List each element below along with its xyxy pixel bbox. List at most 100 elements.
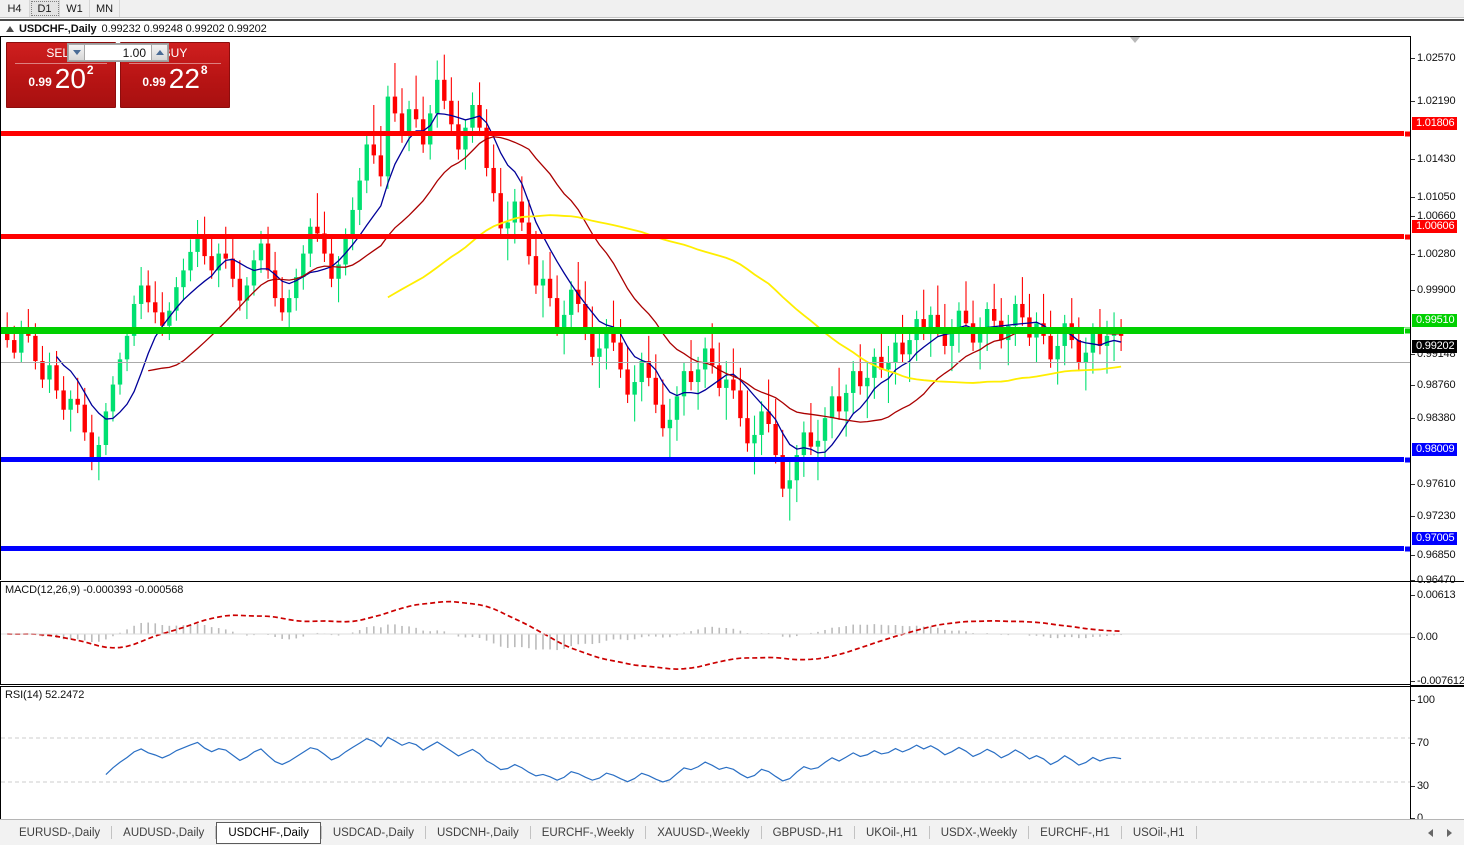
buy-price-prefix: 0.99 [142, 75, 166, 89]
timeframe-w1-label: W1 [66, 2, 83, 15]
rsi-label: RSI(14) 52.2472 [5, 689, 85, 701]
timeframe-d1[interactable]: D1 [30, 0, 60, 17]
price-pane[interactable] [0, 36, 1410, 580]
collapse-triangle-icon[interactable] [6, 25, 14, 32]
tick-dash [1411, 700, 1415, 701]
chart-tab-xauusdweekly[interactable]: XAUUSD-,Weekly [657, 826, 750, 839]
scale-tick: 1.02570 [1411, 52, 1464, 65]
volume-decrease-button[interactable] [68, 44, 85, 61]
volume-increase-button[interactable] [151, 44, 168, 61]
chart-tab-audusddaily[interactable]: AUDUSD-,Daily [123, 826, 205, 839]
tab-divider [111, 826, 113, 839]
tick-dash [1411, 254, 1415, 255]
buy-divider [129, 63, 221, 64]
timeframe-mn[interactable]: MN [90, 0, 121, 17]
tab-divider [928, 826, 930, 839]
level-line-1.01806[interactable] [1, 130, 1410, 137]
price-scale[interactable]: 1.02570 1.02190 1.01430 1.01050 1.00660 [1410, 36, 1464, 824]
chart-tab-ukoilh1[interactable]: UKOil-,H1 [865, 826, 918, 839]
tick-dash [1411, 637, 1415, 638]
chart-tab-gbpusdh1[interactable]: GBPUSD-,H1 [772, 826, 843, 839]
tick-dash [1411, 786, 1415, 787]
tick-dash [1411, 101, 1415, 102]
level-handle[interactable] [1404, 545, 1410, 552]
tick-label: 0.98760 [1417, 379, 1456, 391]
chart-symbol-label: USDCHF-,Daily [19, 22, 97, 35]
chart-tab-usdchfdaily[interactable]: USDCHF-,Daily [216, 821, 321, 844]
scale-tick: 100 [1411, 694, 1464, 707]
tick-label: 0.97230 [1417, 510, 1456, 522]
buy-button[interactable]: BUY 0.99 22 8 [120, 42, 230, 108]
tick-label: 1.01050 [1417, 191, 1456, 203]
scale-tick: 1.01050 [1411, 191, 1464, 204]
tick-dash [1411, 58, 1415, 59]
tab-divider [1195, 826, 1197, 839]
tab-divider [645, 826, 647, 839]
tab-divider [1120, 826, 1122, 839]
chart-tab-bar: EURUSD-,Daily AUDUSD-,Daily USDCHF-,Daily U… [0, 819, 1464, 845]
sell-price-big: 20 [54, 63, 86, 94]
tick-label: 1.01430 [1417, 153, 1456, 165]
price-tag-1.01806[interactable]: 1.01806 [1412, 117, 1458, 130]
level-line-0.98009[interactable] [1, 456, 1410, 463]
tick-dash [1411, 159, 1415, 160]
tick-label: 0.98380 [1417, 412, 1456, 424]
chart-tab-usdcnhdaily[interactable]: USDCNH-,Daily [436, 826, 519, 839]
price-tag-0.99202[interactable]: 0.99202 [1412, 340, 1458, 353]
level-handle[interactable] [1404, 456, 1410, 463]
scale-tick: 1.01430 [1411, 153, 1464, 166]
one-click-trade-panel[interactable]: SELL 0.99 20 2 BUY 0.99 22 8 1.00 [6, 42, 230, 108]
chart-tab-usoilh1[interactable]: USOil-,H1 [1132, 826, 1185, 839]
tick-dash [1411, 197, 1415, 198]
tick-label: -0.007612 [1417, 675, 1464, 687]
level-line-0.97005[interactable] [1, 545, 1410, 552]
chart-tab-usdcaddaily[interactable]: USDCAD-,Daily [332, 826, 414, 839]
tab-scroll-right-icon[interactable] [1447, 828, 1452, 837]
timeframe-h4[interactable]: H4 [0, 0, 30, 17]
scale-tick: 0.96850 [1411, 549, 1464, 562]
tick-dash [1411, 516, 1415, 517]
buy-price-big: 22 [168, 63, 200, 94]
price-tag-0.97005[interactable]: 0.97005 [1412, 532, 1458, 545]
sell-price-sup: 2 [86, 63, 94, 77]
volume-stepper[interactable]: 1.00 [67, 43, 169, 62]
price-tag-1.00606[interactable]: 1.00606 [1412, 220, 1458, 233]
price-tag-0.99510[interactable]: 0.99510 [1412, 314, 1458, 327]
macd-label: MACD(12,26,9) -0.000393 -0.000568 [5, 584, 184, 596]
level-handle[interactable] [1404, 233, 1410, 240]
price-tag-0.98009[interactable]: 0.98009 [1412, 443, 1458, 456]
tick-dash [1411, 595, 1415, 596]
sell-divider [15, 63, 107, 64]
tick-label: 70 [1417, 737, 1429, 749]
chart-tab-usdxweekly[interactable]: USDX-,Weekly [940, 826, 1018, 839]
tab-divider [320, 826, 322, 839]
sell-price: 0.99 20 2 [7, 63, 115, 107]
chart-tab-eurchfh1[interactable]: EURCHF-,H1 [1040, 826, 1110, 839]
tick-label: 1.02570 [1417, 52, 1456, 64]
level-handle[interactable] [1404, 130, 1410, 137]
tick-dash [1411, 216, 1415, 217]
tick-dash [1411, 681, 1415, 682]
tick-dash [1411, 418, 1415, 419]
level-line-1.00606[interactable] [1, 233, 1410, 240]
timeframe-w1[interactable]: W1 [60, 0, 90, 17]
level-handle[interactable] [1404, 327, 1410, 334]
tick-label: 0 [1417, 812, 1423, 824]
tick-label: 0.96470 [1417, 574, 1456, 586]
scale-tick: -0.007612 [1411, 675, 1464, 688]
rsi-pane[interactable]: RSI(14) 52.2472 [0, 686, 1410, 819]
tick-dash [1411, 290, 1415, 291]
tab-divider [529, 826, 531, 839]
scale-tick: 30 [1411, 780, 1464, 793]
macd-pane[interactable]: MACD(12,26,9) -0.000393 -0.000568 [0, 581, 1410, 685]
level-line-0.99510[interactable] [1, 327, 1410, 334]
chart-tab-eurchfweekly[interactable]: EURCHF-,Weekly [541, 826, 635, 839]
timeframe-toolbar: H4 D1 W1 MN [0, 0, 1464, 18]
tick-label: 100 [1417, 694, 1435, 706]
volume-input[interactable]: 1.00 [85, 44, 151, 61]
chart-tab-eurusddaily[interactable]: EURUSD-,Daily [19, 826, 101, 839]
scale-separator [1411, 685, 1464, 686]
tab-scroll-left-icon[interactable] [1428, 828, 1433, 837]
sell-button[interactable]: SELL 0.99 20 2 [6, 42, 116, 108]
